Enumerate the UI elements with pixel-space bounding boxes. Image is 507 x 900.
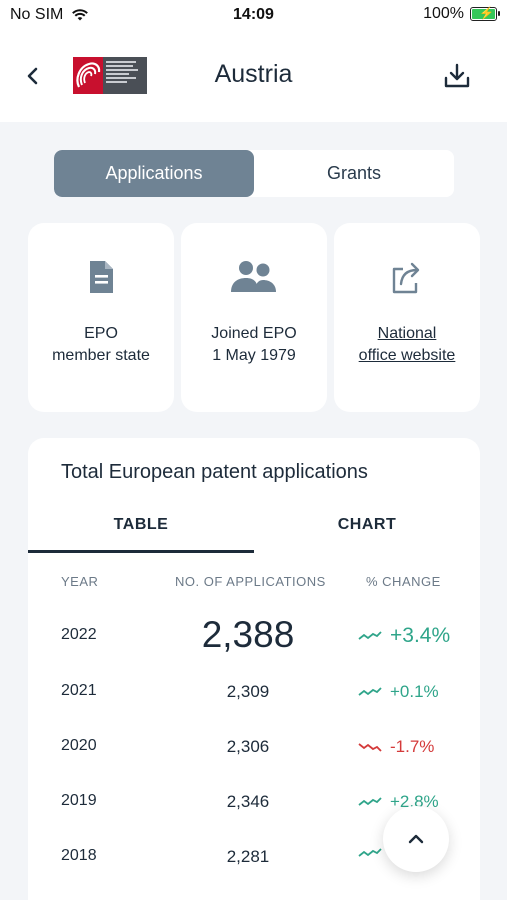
- battery-group: 100% ⚡: [423, 5, 500, 23]
- row-value: 2,388: [201, 614, 295, 655]
- panel-title: Total European patent applications: [61, 461, 368, 483]
- chevron-up-icon: [408, 834, 424, 844]
- change-value: +0.1%: [390, 682, 439, 701]
- trend-down-icon: [358, 743, 382, 752]
- page-title: Austria: [214, 60, 293, 88]
- carrier-group: No SIM: [10, 6, 89, 24]
- battery-percent: 100%: [423, 5, 464, 22]
- row-change: +0.1%: [358, 682, 439, 702]
- wifi-icon: [72, 9, 89, 21]
- scroll-to-top-button[interactable]: [383, 806, 449, 872]
- trend-up-icon: [358, 687, 382, 696]
- row-value: 2,306: [226, 737, 270, 756]
- joined-epo-label: Joined EPO 1 May 1979: [211, 325, 297, 364]
- people-icon: [226, 259, 282, 295]
- change-value: -1.7%: [390, 737, 435, 756]
- tab-table[interactable]: TABLE: [113, 516, 169, 533]
- row-value: 2,346: [226, 792, 270, 811]
- document-icon: [73, 259, 129, 295]
- carrier-label: No SIM: [10, 6, 64, 23]
- row-value: 2,309: [226, 682, 270, 701]
- trend-up-icon: [358, 797, 382, 806]
- status-bar: No SIM 14:09 100% ⚡: [0, 0, 507, 30]
- clock: 14:09: [233, 6, 274, 23]
- row-year: 2020: [61, 737, 97, 754]
- external-link-icon: [379, 259, 435, 295]
- row-value: 2,281: [226, 847, 270, 866]
- tab-applications[interactable]: Applications: [54, 150, 254, 197]
- national-office-link[interactable]: National office website: [358, 325, 456, 364]
- trend-up-icon: [358, 848, 382, 857]
- row-change: -1.7%: [358, 737, 434, 757]
- row-year: 2018: [61, 847, 97, 864]
- row-year: 2021: [61, 682, 97, 699]
- column-header-applications: NO. OF APPLICATIONS: [175, 574, 326, 589]
- change-value: +3.4%: [390, 624, 451, 647]
- card-member-state: EPO member state: [28, 223, 174, 412]
- battery-icon: ⚡: [470, 6, 500, 21]
- tab-grants[interactable]: Grants: [326, 163, 382, 183]
- epo-logo: [73, 57, 147, 94]
- app-header: Austria: [0, 30, 507, 122]
- column-header-change: % CHANGE: [366, 574, 441, 589]
- chevron-left-icon[interactable]: [22, 62, 46, 90]
- row-year: 2019: [61, 792, 97, 809]
- tab-chart[interactable]: CHART: [337, 516, 397, 533]
- download-icon[interactable]: [443, 61, 471, 91]
- card-national-office[interactable]: National office website: [334, 223, 480, 412]
- row-change: [358, 847, 390, 859]
- applications-grants-toggle: Applications Grants: [54, 150, 454, 197]
- info-cards: EPO member state Joined EPO 1 May 1979 N…: [28, 223, 480, 412]
- row-change: +3.4%: [358, 624, 450, 648]
- row-change: +2.8%: [358, 792, 439, 812]
- trend-up-icon: [358, 631, 382, 640]
- change-value: +2.8%: [390, 792, 439, 811]
- column-header-year: YEAR: [61, 574, 99, 589]
- row-year: 2022: [61, 626, 97, 643]
- card-joined-epo: Joined EPO 1 May 1979: [181, 223, 327, 412]
- active-tab-indicator: [28, 550, 254, 553]
- view-tabs: TABLE CHART: [28, 514, 480, 554]
- member-state-label: EPO member state: [52, 325, 150, 364]
